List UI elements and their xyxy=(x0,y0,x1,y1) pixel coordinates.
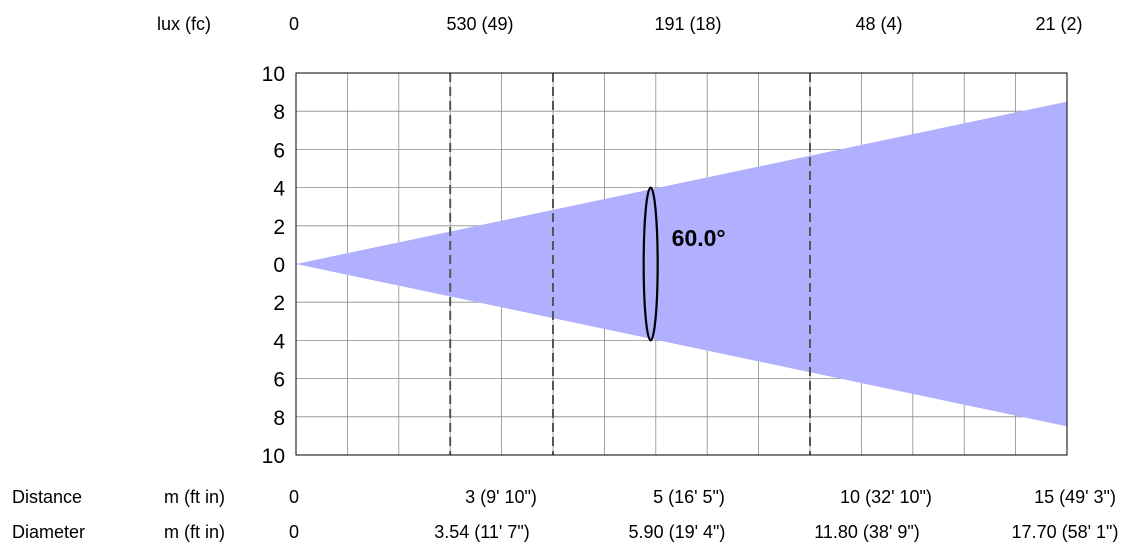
y-tick-label: 10 xyxy=(262,63,285,86)
y-tick-label: 4 xyxy=(273,178,285,201)
lux-value: 21 (2) xyxy=(1035,14,1082,34)
diameter-row-values: 0 3.54 (11' 7") 5.90 (19' 4") 11.80 (38' 9"… xyxy=(289,522,1118,542)
diameter-value: 3.54 (11' 7") xyxy=(434,522,530,542)
y-tick-label: 2 xyxy=(273,216,285,239)
lux-row-header: lux (fc) xyxy=(157,14,211,34)
y-tick-label: 8 xyxy=(273,101,285,124)
y-axis-tick-labels: 10 8 6 4 2 0 2 4 6 8 10 xyxy=(262,63,286,468)
y-tick-label: 6 xyxy=(273,369,285,392)
y-tick-label: 8 xyxy=(273,407,285,430)
y-tick-label: 10 xyxy=(262,445,285,468)
y-tick-label: 2 xyxy=(273,292,285,315)
distance-markers xyxy=(449,73,811,455)
beam-angle-ellipse xyxy=(642,186,659,342)
distance-value: 15 (49' 3") xyxy=(1034,487,1116,507)
distance-value: 0 xyxy=(289,487,299,507)
lux-value: 191 (18) xyxy=(654,14,721,34)
plot-frame xyxy=(295,72,1068,456)
distance-row-header: Distance xyxy=(12,487,82,507)
lux-value: 48 (4) xyxy=(855,14,902,34)
y-tick-label: 0 xyxy=(273,254,285,277)
diameter-row-unit: m (ft in) xyxy=(164,522,225,542)
distance-value: 5 (16' 5") xyxy=(653,487,725,507)
y-tick-label: 4 xyxy=(273,330,285,353)
diameter-value: 0 xyxy=(289,522,299,542)
lux-value: 0 xyxy=(289,14,299,34)
distance-row-unit: m (ft in) xyxy=(164,487,225,507)
distance-value: 10 (32' 10") xyxy=(840,487,932,507)
distance-value: 3 (9' 10") xyxy=(465,487,537,507)
diameter-row-header: Diameter xyxy=(12,522,85,542)
y-tick-label: 6 xyxy=(273,139,285,162)
beam-cone xyxy=(296,101,1067,427)
distance-row-values: 0 3 (9' 10") 5 (16' 5") 10 (32' 10") 15 (49'… xyxy=(289,487,1116,507)
diameter-value: 5.90 (19' 4") xyxy=(629,522,726,542)
beam-angle-label: 60.0° xyxy=(672,225,726,251)
diameter-value: 11.80 (38' 9") xyxy=(814,522,920,542)
diameter-value: 17.70 (58' 1") xyxy=(1012,522,1119,542)
lux-value: 530 (49) xyxy=(446,14,513,34)
lux-row-values: 0 530 (49) 191 (18) 48 (4) 21 (2) xyxy=(289,14,1083,34)
